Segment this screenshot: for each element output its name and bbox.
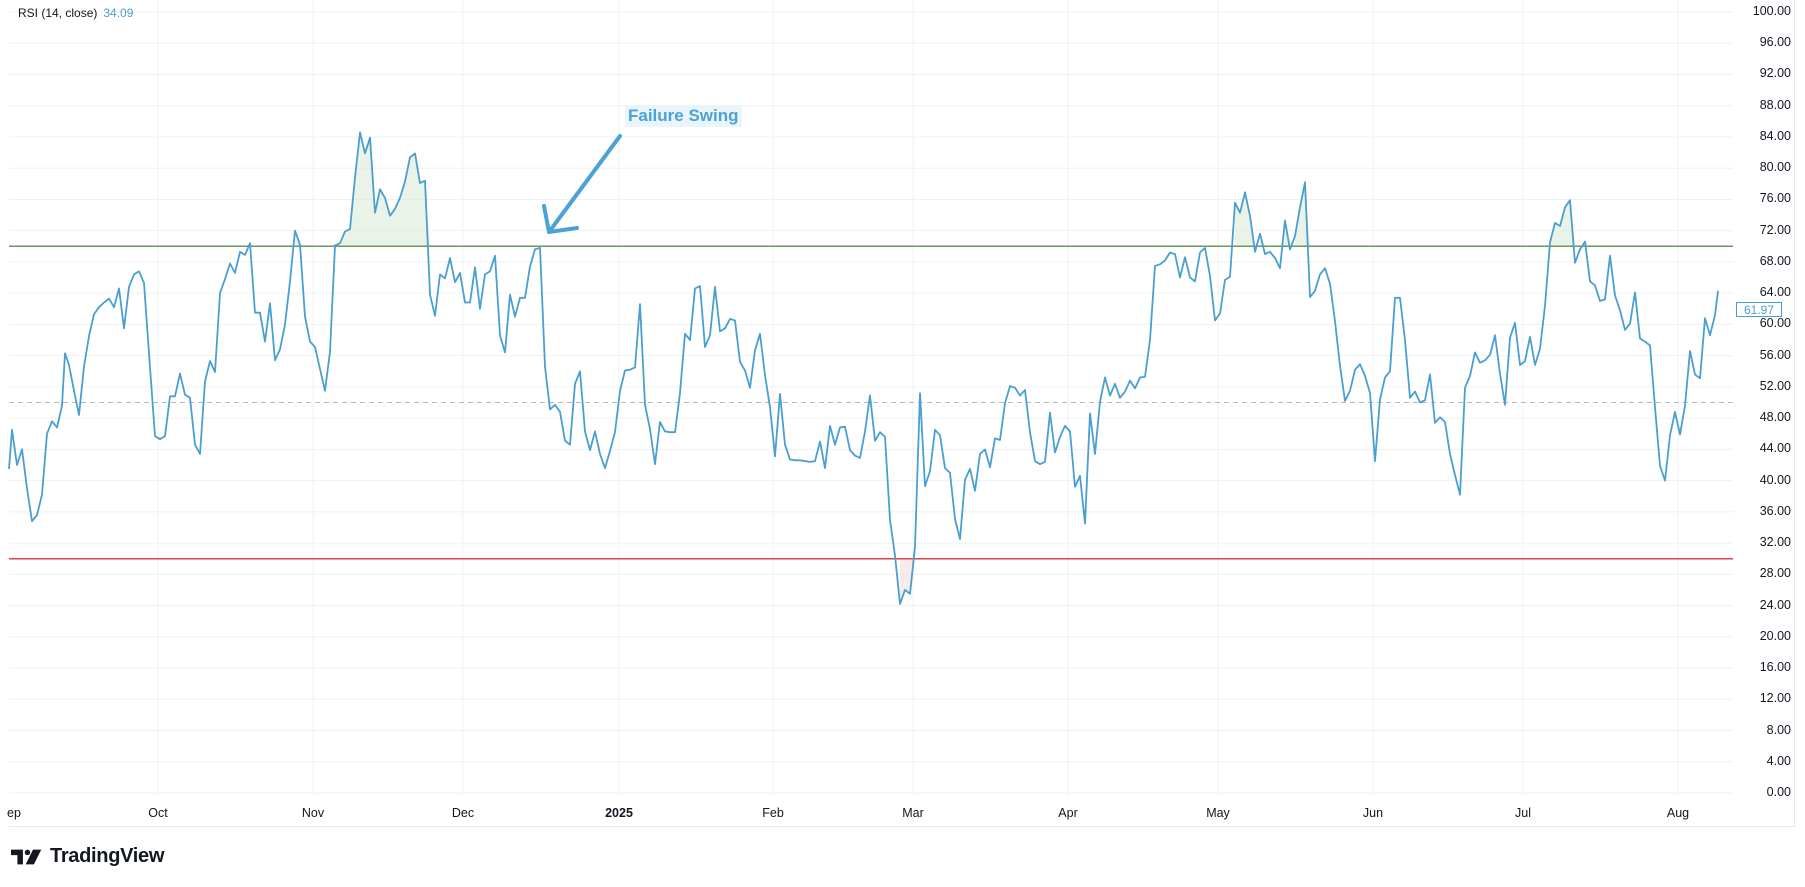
last-value-badge: 61.97 xyxy=(1736,302,1782,317)
x-tick-label: Aug xyxy=(1666,806,1690,820)
x-tick-label: Dec xyxy=(451,806,475,820)
y-tick-label: 80.00 xyxy=(1759,160,1791,175)
y-tick-label: 28.00 xyxy=(1759,566,1791,581)
x-tick-label: 2025 xyxy=(605,806,633,820)
y-tick-label: 32.00 xyxy=(1759,535,1791,550)
indicator-value: 34.09 xyxy=(103,6,134,20)
y-tick-label: 36.00 xyxy=(1759,503,1791,518)
y-tick-label: 20.00 xyxy=(1759,628,1791,643)
y-tick-label: 0.00 xyxy=(1766,785,1791,799)
y-tick-label: 12.00 xyxy=(1759,691,1791,706)
y-tick-label: 16.00 xyxy=(1759,660,1791,675)
y-tick-label: 24.00 xyxy=(1759,597,1791,612)
horizontal-gridlines xyxy=(9,11,1733,794)
y-tick-label: 56.00 xyxy=(1759,347,1791,362)
x-tick-label: Feb xyxy=(762,806,784,820)
failure-swing-annotation[interactable]: Failure Swing xyxy=(625,105,742,127)
y-tick-label: 48.00 xyxy=(1759,410,1791,425)
overbought-fill xyxy=(250,132,1590,247)
failure-swing-arrow-icon xyxy=(542,134,622,234)
y-tick-label: 64.00 xyxy=(1759,285,1791,300)
y-tick-label: 88.00 xyxy=(1759,97,1791,112)
indicator-legend[interactable]: RSI (14, close) 34.09 xyxy=(18,6,133,20)
rsi-line xyxy=(8,131,1719,605)
brand-name: TradingView xyxy=(50,845,165,867)
y-tick-label: 68.00 xyxy=(1759,253,1791,268)
y-tick-label: 96.00 xyxy=(1759,35,1791,50)
x-tick-label: Jun xyxy=(1362,806,1384,820)
tradingview-logo-icon xyxy=(11,849,42,864)
y-tick-label: 76.00 xyxy=(1759,191,1791,206)
x-tick-label: Jul xyxy=(1515,806,1531,820)
chart-frame xyxy=(9,0,1795,827)
x-tick-label: ep xyxy=(7,806,21,820)
y-tick-label: 8.00 xyxy=(1766,722,1791,737)
y-tick-label: 4.00 xyxy=(1766,753,1791,768)
y-tick-label: 72.00 xyxy=(1759,222,1791,237)
y-tick-label: 84.00 xyxy=(1759,128,1791,143)
y-tick-label: 52.00 xyxy=(1759,378,1791,393)
vertical-gridlines xyxy=(157,0,1679,795)
x-tick-label: Nov xyxy=(301,806,325,820)
indicator-name: RSI (14, close) xyxy=(18,6,98,20)
x-tick-label: May xyxy=(1206,806,1230,820)
y-tick-label: 100.00 xyxy=(1752,4,1791,18)
y-tick-label: 40.00 xyxy=(1759,472,1791,487)
y-tick-label: 92.00 xyxy=(1759,66,1791,81)
x-tick-label: Oct xyxy=(148,806,168,820)
x-tick-label: Apr xyxy=(1058,806,1078,820)
x-tick-label: Mar xyxy=(902,806,924,820)
y-tick-label: 44.00 xyxy=(1759,441,1791,456)
y-tick-label: 60.00 xyxy=(1759,316,1791,331)
tradingview-logo[interactable]: TradingView xyxy=(11,845,164,868)
